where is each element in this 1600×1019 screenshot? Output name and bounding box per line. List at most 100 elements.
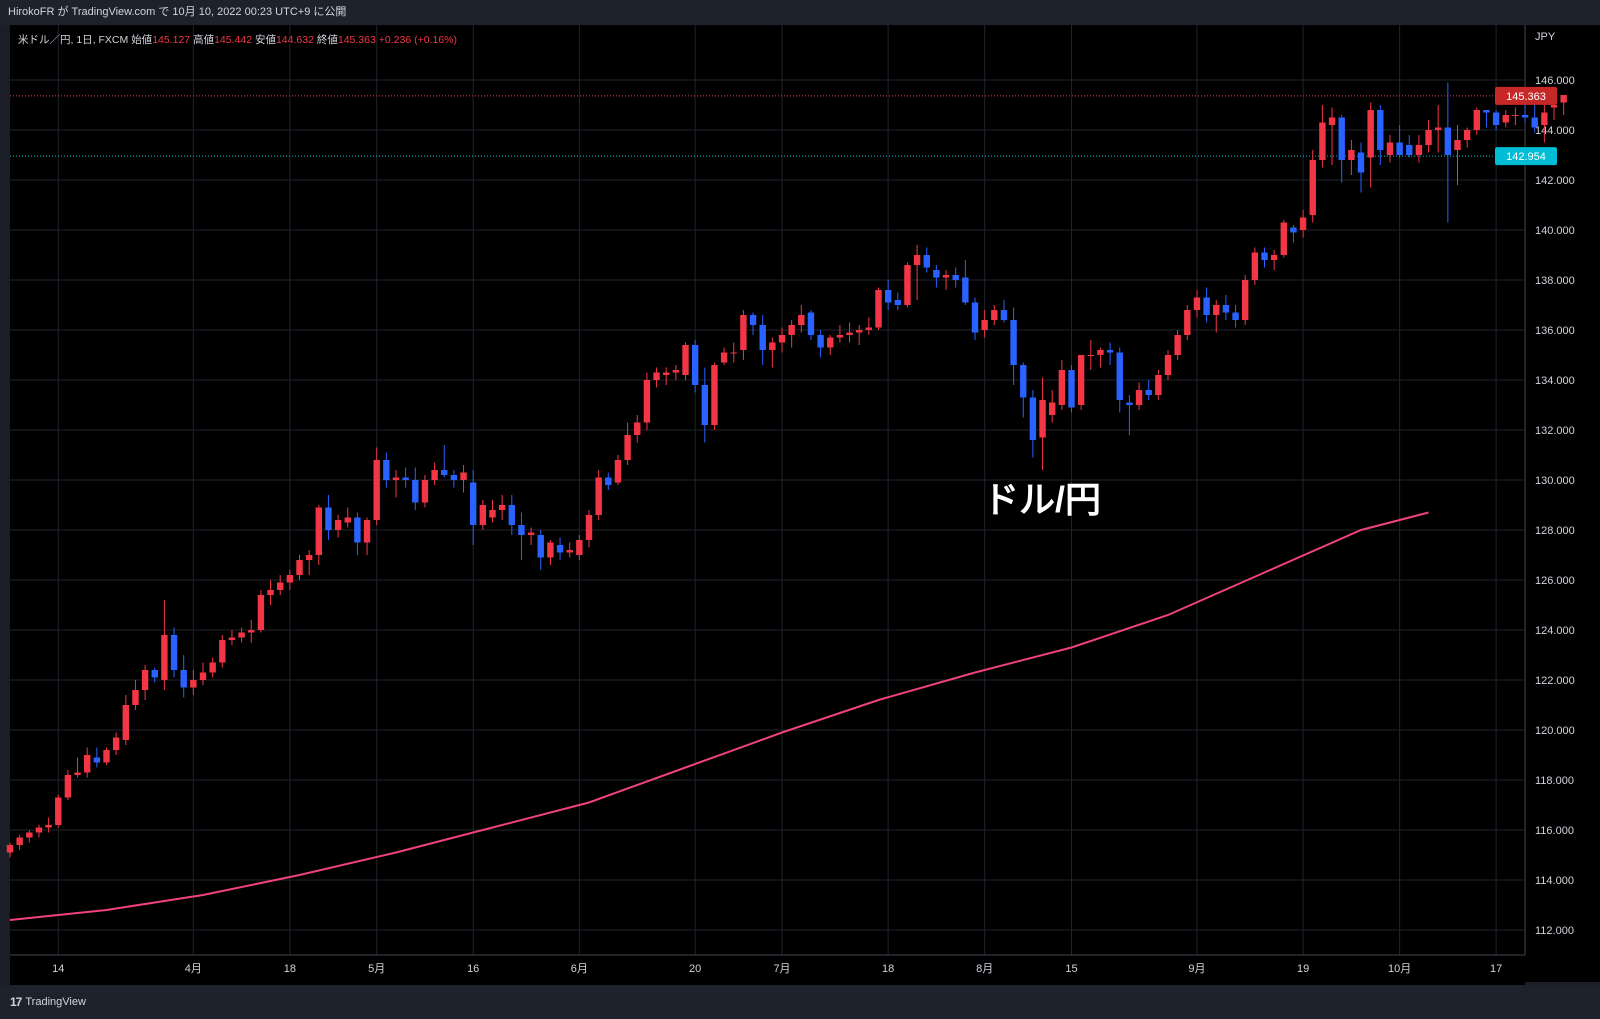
publish-line: HirokoFR が TradingView.com で 10月 10, 202…	[8, 6, 347, 18]
candle-body	[691, 345, 699, 385]
candle-body	[373, 460, 380, 520]
candle-body	[141, 670, 149, 690]
y-tick-label: 116.000	[1535, 825, 1574, 837]
candle-body	[412, 480, 419, 503]
candle-body	[1328, 117, 1336, 125]
candle-body	[441, 470, 448, 475]
y-tick-label: 126.000	[1535, 575, 1575, 587]
candle-body	[634, 422, 641, 435]
candle-body	[682, 345, 689, 375]
candle-body	[1251, 252, 1259, 280]
candle-body	[238, 632, 245, 638]
candle-body	[1174, 335, 1181, 355]
legend-open-label: 始値	[131, 34, 153, 46]
y-tick-label: 132.000	[1535, 425, 1575, 437]
candle-body	[991, 310, 998, 320]
candle-body	[26, 832, 33, 838]
candle-body	[952, 275, 959, 280]
candle-body	[827, 337, 834, 348]
candle-body	[663, 372, 670, 375]
candle-body	[1348, 150, 1355, 160]
tradingview-logo-icon: 17	[10, 995, 22, 1009]
candle-body	[35, 827, 43, 833]
candle-body	[585, 515, 593, 540]
candle-body	[672, 370, 680, 373]
x-tick-label: 5月	[368, 963, 385, 975]
candle-body	[653, 372, 660, 380]
y-tick-label: 118.000	[1535, 775, 1574, 787]
candle-body	[1087, 355, 1094, 356]
candle-body	[1367, 110, 1374, 158]
price-axis[interactable]	[1525, 25, 1600, 982]
legend-symbol: 米ドル／円, 1日, FXCM	[18, 34, 129, 46]
y-tick-label: 128.000	[1535, 525, 1575, 537]
y-tick-label: 142.000	[1535, 175, 1575, 187]
legend-close-value: 145.363	[337, 34, 376, 46]
candle-body	[190, 680, 197, 688]
candle-body	[354, 517, 361, 543]
y-tick-label: 144.000	[1535, 125, 1575, 137]
candle-body	[527, 532, 535, 535]
candle-body	[1116, 352, 1123, 400]
candle-body	[556, 545, 564, 553]
candle-body	[778, 335, 786, 343]
candle-body	[1290, 227, 1297, 233]
candle-body	[1415, 145, 1423, 155]
candle-body	[74, 772, 81, 775]
ohlc-legend: 米ドル／円, 1日, FXCM 始値145.127 高値145.442 安値14…	[18, 32, 457, 47]
candle-body	[1299, 217, 1307, 230]
x-tick-label: 18	[284, 963, 296, 975]
candle-body	[267, 590, 274, 595]
tradingview-logo-text: TradingView	[25, 996, 86, 1008]
candle-body	[248, 630, 255, 633]
candle-body	[1097, 350, 1104, 355]
candle-body	[856, 330, 863, 333]
reference-price-tag: 142.954	[1506, 151, 1546, 163]
candle-body	[1319, 122, 1326, 160]
y-tick-label: 130.000	[1535, 475, 1575, 487]
time-axis[interactable]	[10, 955, 1525, 985]
candle-body	[1077, 355, 1085, 405]
candle-body	[277, 582, 284, 590]
candle-body	[769, 342, 776, 350]
candle-body	[112, 737, 120, 750]
last-price-tag-bg	[1495, 86, 1557, 105]
candle-body	[460, 472, 467, 480]
candle-body	[1454, 140, 1461, 150]
candle-body	[1106, 350, 1114, 353]
candle-body	[894, 300, 901, 305]
candle-body	[1155, 375, 1162, 395]
y-tick-label: 122.000	[1535, 675, 1575, 687]
candle-body	[1203, 297, 1210, 315]
candle-body	[576, 540, 583, 555]
candle-body	[1560, 95, 1567, 103]
tradingview-logo[interactable]: 17 TradingView	[10, 995, 86, 1009]
candle-body	[84, 755, 91, 773]
candle-body	[749, 315, 757, 325]
candle-body	[605, 477, 612, 485]
candle-body	[1386, 142, 1394, 155]
candle-body	[798, 315, 805, 325]
candle-body	[489, 510, 496, 518]
candle-body	[547, 542, 554, 558]
candle-body	[1463, 130, 1471, 140]
candle-body	[1406, 145, 1413, 155]
candle-body	[875, 290, 882, 328]
candle-body	[846, 332, 853, 335]
candle-body	[1029, 397, 1037, 440]
x-tick-label: 20	[689, 963, 701, 975]
candle-body	[209, 662, 216, 673]
candle-body	[305, 555, 313, 560]
candle-body	[962, 277, 969, 303]
candle-body	[170, 635, 178, 670]
candle-body	[933, 270, 940, 278]
x-tick-label: 10月	[1388, 963, 1411, 975]
chart-svg[interactable]: 112.000 114.000 116.000 118.000 120.000 122.0…	[0, 0, 1600, 985]
y-tick-label: 146.000	[1535, 75, 1575, 87]
currency-label: JPY	[1535, 31, 1556, 43]
legend-low-label: 安値	[254, 34, 276, 46]
candle-body	[45, 825, 52, 828]
x-tick-label: 9月	[1188, 963, 1205, 975]
candle-body	[1039, 400, 1046, 438]
y-tick-label: 112.000	[1535, 925, 1574, 937]
